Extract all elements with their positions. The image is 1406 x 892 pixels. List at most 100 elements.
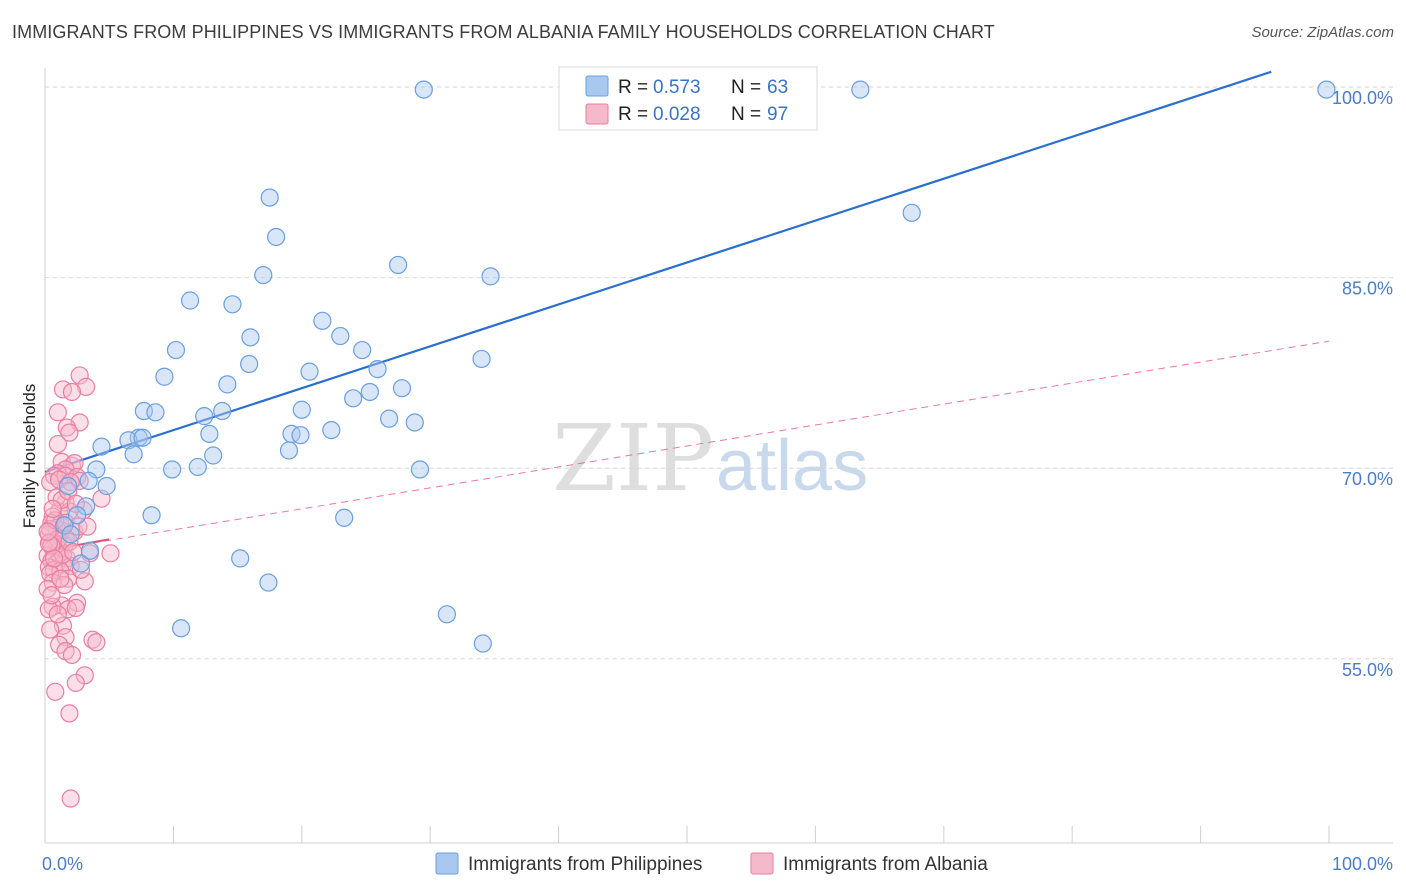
point-albania [48, 605, 67, 624]
point-albania [62, 645, 82, 665]
bottom-legend-swatch-philippines [435, 852, 459, 875]
point-philippines [851, 80, 870, 99]
point-albania [76, 377, 96, 396]
point-philippines [335, 508, 354, 527]
legend-n-label-1: N = [731, 77, 761, 98]
point-albania [66, 598, 85, 618]
point-philippines [166, 340, 186, 360]
point-philippines [97, 476, 116, 496]
point-philippines [414, 80, 433, 99]
point-albania [60, 423, 79, 442]
x-axis-ticks [44, 826, 1330, 843]
point-albania [60, 532, 79, 551]
point-philippines [92, 437, 111, 456]
point-albania [78, 517, 97, 536]
point-philippines [172, 619, 191, 638]
point-philippines [267, 227, 286, 247]
point-albania [75, 572, 94, 591]
point-philippines [389, 255, 408, 275]
watermark: ZIP atlas [552, 405, 868, 512]
point-albania [60, 704, 79, 723]
point-philippines [368, 360, 387, 379]
point-albania [44, 549, 64, 568]
legend-r-value-2: 0.028 [653, 104, 701, 125]
point-albania [43, 499, 62, 518]
point-albania [101, 544, 120, 563]
point-philippines [55, 516, 74, 535]
point-philippines [380, 409, 399, 428]
point-philippines [218, 375, 237, 394]
point-albania [57, 418, 76, 437]
point-albania [71, 560, 91, 579]
point-philippines [1317, 80, 1336, 99]
point-philippines [254, 265, 273, 285]
point-philippines [472, 349, 491, 369]
point-philippines [142, 506, 161, 525]
point-philippines [344, 389, 363, 408]
point-philippines [59, 476, 78, 496]
point-philippines [353, 340, 372, 360]
point-philippines [392, 379, 412, 398]
point-philippines [902, 203, 921, 222]
y-tick-label: 70.0% [1342, 469, 1393, 489]
point-albania [87, 633, 106, 652]
point-philippines [155, 367, 174, 386]
point-philippines [204, 446, 223, 465]
point-philippines [410, 460, 430, 479]
point-philippines [405, 413, 424, 432]
bottom-legend-swatch-albania [750, 852, 774, 875]
point-philippines [259, 573, 278, 592]
source-label: Source: ZipAtlas.com [1251, 24, 1394, 41]
point-philippines [180, 291, 200, 310]
series-legend: Immigrants from Philippines Immigrants f… [435, 852, 988, 875]
point-philippines [313, 311, 332, 330]
point-philippines [240, 354, 259, 374]
point-philippines [231, 549, 250, 568]
point-albania [56, 628, 75, 647]
y-axis-label: Family Households [20, 384, 39, 529]
point-philippines [300, 362, 319, 381]
x-tick-label-max: 100.0% [1332, 854, 1393, 874]
point-albania [38, 522, 57, 541]
point-albania [65, 454, 84, 473]
bottom-legend-label-albania: Immigrants from Albania [783, 854, 988, 875]
gridlines [45, 86, 1393, 660]
point-philippines [322, 420, 341, 440]
point-philippines [146, 403, 165, 422]
series-albania-points [38, 366, 120, 808]
x-tick-labels: 0.0% 100.0% [42, 854, 1393, 874]
point-albania [42, 586, 61, 605]
point-philippines [133, 428, 152, 447]
y-tick-label: 85.0% [1342, 279, 1393, 299]
point-albania [41, 620, 60, 639]
point-albania [70, 366, 89, 385]
point-philippines [195, 407, 214, 426]
legend-swatch-philippines [585, 75, 609, 97]
point-albania [61, 789, 80, 808]
legend-r-value-1: 0.573 [653, 77, 701, 98]
y-tick-label: 55.0% [1342, 660, 1393, 680]
point-philippines [67, 506, 87, 525]
point-philippines [481, 267, 500, 286]
bottom-legend-label-philippines: Immigrants from Philippines [468, 854, 702, 875]
point-philippines [260, 188, 279, 207]
point-philippines [79, 471, 98, 491]
point-philippines [163, 460, 182, 479]
trend-line-albania-extended [44, 340, 1330, 552]
watermark-zip: ZIP [552, 405, 714, 512]
point-philippines [124, 445, 143, 464]
x-tick-label-min: 0.0% [42, 854, 83, 874]
point-albania [66, 673, 85, 693]
point-albania [48, 403, 67, 422]
point-albania [51, 569, 70, 588]
point-albania [39, 558, 58, 577]
point-philippines [71, 554, 91, 573]
point-philippines [360, 382, 379, 402]
point-philippines [119, 431, 138, 450]
point-philippines [437, 605, 456, 624]
legend-r-label-1: R = [618, 77, 648, 98]
legend-n-value-2: 97 [767, 104, 788, 125]
point-albania [48, 434, 67, 454]
point-philippines [80, 541, 100, 560]
